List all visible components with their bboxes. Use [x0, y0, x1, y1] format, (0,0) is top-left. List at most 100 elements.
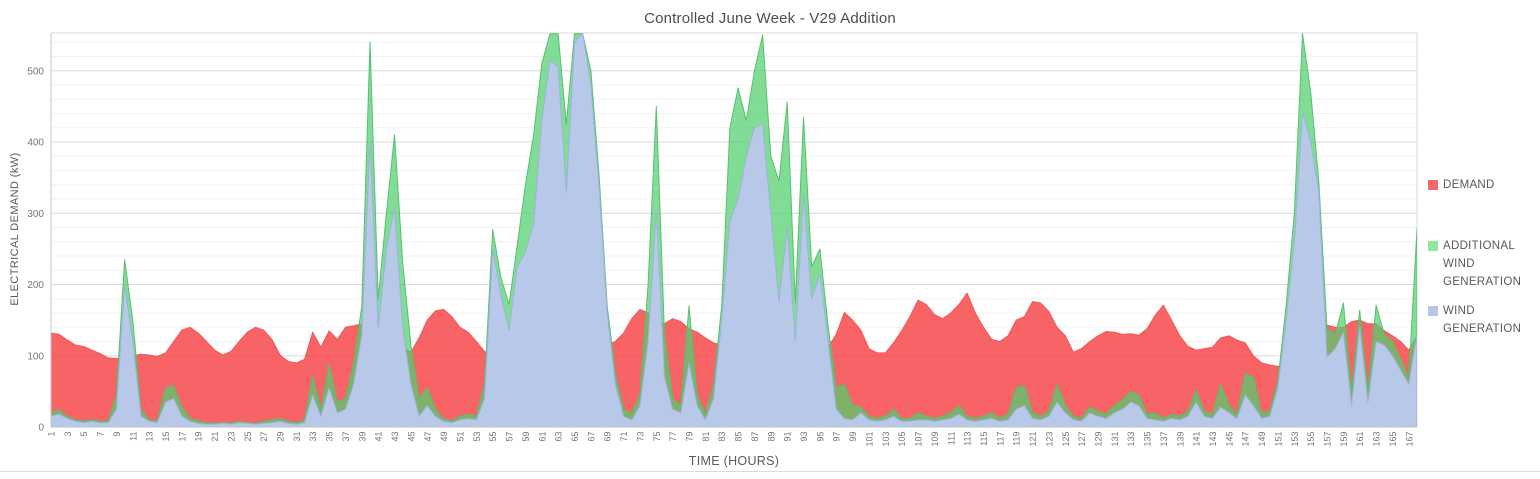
svg-text:119: 119: [1012, 432, 1022, 446]
svg-text:51: 51: [455, 432, 465, 442]
window-bottom-edge: [0, 471, 1540, 472]
svg-text:111: 111: [946, 432, 956, 446]
svg-text:0: 0: [38, 423, 44, 434]
svg-text:75: 75: [652, 432, 662, 442]
svg-text:137: 137: [1159, 432, 1169, 447]
svg-text:33: 33: [308, 432, 318, 442]
svg-text:77: 77: [668, 432, 678, 442]
chart-title: Controlled June Week - V29 Addition: [644, 10, 896, 27]
svg-text:91: 91: [783, 432, 793, 442]
svg-text:39: 39: [357, 432, 367, 442]
svg-text:133: 133: [1126, 432, 1136, 447]
svg-text:300: 300: [27, 209, 44, 220]
svg-text:131: 131: [1110, 432, 1120, 447]
svg-text:107: 107: [914, 432, 924, 447]
svg-text:73: 73: [635, 432, 645, 442]
additional-wind-swatch-icon: [1428, 241, 1438, 251]
svg-text:43: 43: [390, 432, 400, 442]
svg-text:69: 69: [603, 432, 613, 442]
wind-swatch-icon: [1428, 306, 1438, 316]
svg-text:29: 29: [276, 432, 286, 442]
svg-text:13: 13: [145, 432, 155, 442]
svg-text:153: 153: [1290, 432, 1300, 447]
svg-text:113: 113: [963, 432, 973, 446]
legend-label: WIND GENERATION: [1443, 305, 1522, 335]
svg-text:95: 95: [815, 432, 825, 442]
svg-text:55: 55: [488, 432, 498, 442]
svg-text:5: 5: [79, 432, 89, 437]
svg-text:79: 79: [685, 432, 695, 442]
series-area-wind-generation: [51, 33, 1417, 427]
svg-text:81: 81: [701, 432, 711, 442]
svg-text:85: 85: [734, 432, 744, 442]
svg-text:135: 135: [1143, 432, 1153, 447]
svg-text:123: 123: [1044, 432, 1054, 447]
svg-text:57: 57: [505, 432, 515, 442]
svg-text:121: 121: [1028, 432, 1038, 447]
svg-text:15: 15: [161, 432, 171, 442]
svg-text:21: 21: [210, 432, 220, 442]
svg-text:129: 129: [1093, 432, 1103, 447]
svg-text:97: 97: [832, 432, 842, 442]
svg-text:83: 83: [717, 432, 727, 442]
svg-text:117: 117: [995, 432, 1005, 446]
svg-text:139: 139: [1175, 432, 1185, 447]
demand-swatch-icon: [1428, 180, 1438, 190]
svg-text:115: 115: [979, 432, 989, 446]
svg-text:71: 71: [619, 432, 629, 442]
svg-text:99: 99: [848, 432, 858, 442]
svg-text:17: 17: [177, 432, 187, 442]
legend-item-demand[interactable]: DEMAND: [1428, 176, 1535, 194]
x-axis-tick-labels: 1 3 5 7 9 11 13 15 17 19 21 23 25 27 29 31 33 35 37 39 41 43 4…: [47, 432, 1415, 447]
legend-item-additional-wind-generation[interactable]: ADDITIONAL WIND GENERATION: [1428, 237, 1535, 291]
svg-text:105: 105: [897, 432, 907, 447]
svg-text:159: 159: [1339, 432, 1349, 447]
svg-text:37: 37: [341, 432, 351, 442]
svg-text:49: 49: [439, 432, 449, 442]
y-axis-tick-labels: 0 100 200 300 400 500: [27, 66, 44, 433]
svg-text:145: 145: [1224, 432, 1234, 447]
svg-text:3: 3: [63, 432, 73, 437]
svg-text:109: 109: [930, 432, 940, 447]
svg-text:27: 27: [259, 432, 269, 442]
svg-text:141: 141: [1192, 432, 1202, 447]
svg-text:143: 143: [1208, 432, 1218, 447]
svg-text:167: 167: [1404, 432, 1414, 447]
svg-text:149: 149: [1257, 432, 1267, 447]
svg-text:61: 61: [537, 432, 547, 442]
svg-text:23: 23: [226, 432, 236, 442]
svg-text:151: 151: [1273, 432, 1283, 447]
svg-text:67: 67: [586, 432, 596, 442]
svg-text:200: 200: [27, 280, 44, 291]
legend-item-wind-generation[interactable]: WIND GENERATION: [1428, 302, 1535, 338]
svg-text:19: 19: [194, 432, 204, 442]
svg-text:500: 500: [27, 66, 44, 77]
svg-text:165: 165: [1388, 432, 1398, 447]
svg-text:161: 161: [1355, 432, 1365, 447]
axis-lines: [50, 33, 1417, 428]
svg-text:89: 89: [766, 432, 776, 442]
legend-label: ADDITIONAL WIND GENERATION: [1443, 240, 1522, 288]
svg-text:25: 25: [243, 432, 253, 442]
x-axis-title: TIME (HOURS): [688, 454, 780, 468]
svg-text:7: 7: [96, 432, 106, 437]
svg-text:63: 63: [554, 432, 564, 442]
legend-label: DEMAND: [1443, 179, 1495, 191]
svg-text:65: 65: [570, 432, 580, 442]
svg-text:155: 155: [1306, 432, 1316, 447]
svg-text:9: 9: [112, 432, 122, 437]
svg-text:93: 93: [799, 432, 809, 442]
svg-text:87: 87: [750, 432, 760, 442]
series-areas: [51, 33, 1417, 427]
svg-text:100: 100: [27, 351, 44, 362]
svg-text:400: 400: [27, 138, 44, 149]
svg-text:147: 147: [1241, 432, 1251, 447]
svg-text:35: 35: [325, 432, 335, 442]
svg-text:127: 127: [1077, 432, 1087, 447]
svg-text:101: 101: [864, 432, 874, 447]
svg-text:47: 47: [423, 432, 433, 442]
svg-text:53: 53: [472, 432, 482, 442]
svg-text:1: 1: [47, 432, 57, 437]
